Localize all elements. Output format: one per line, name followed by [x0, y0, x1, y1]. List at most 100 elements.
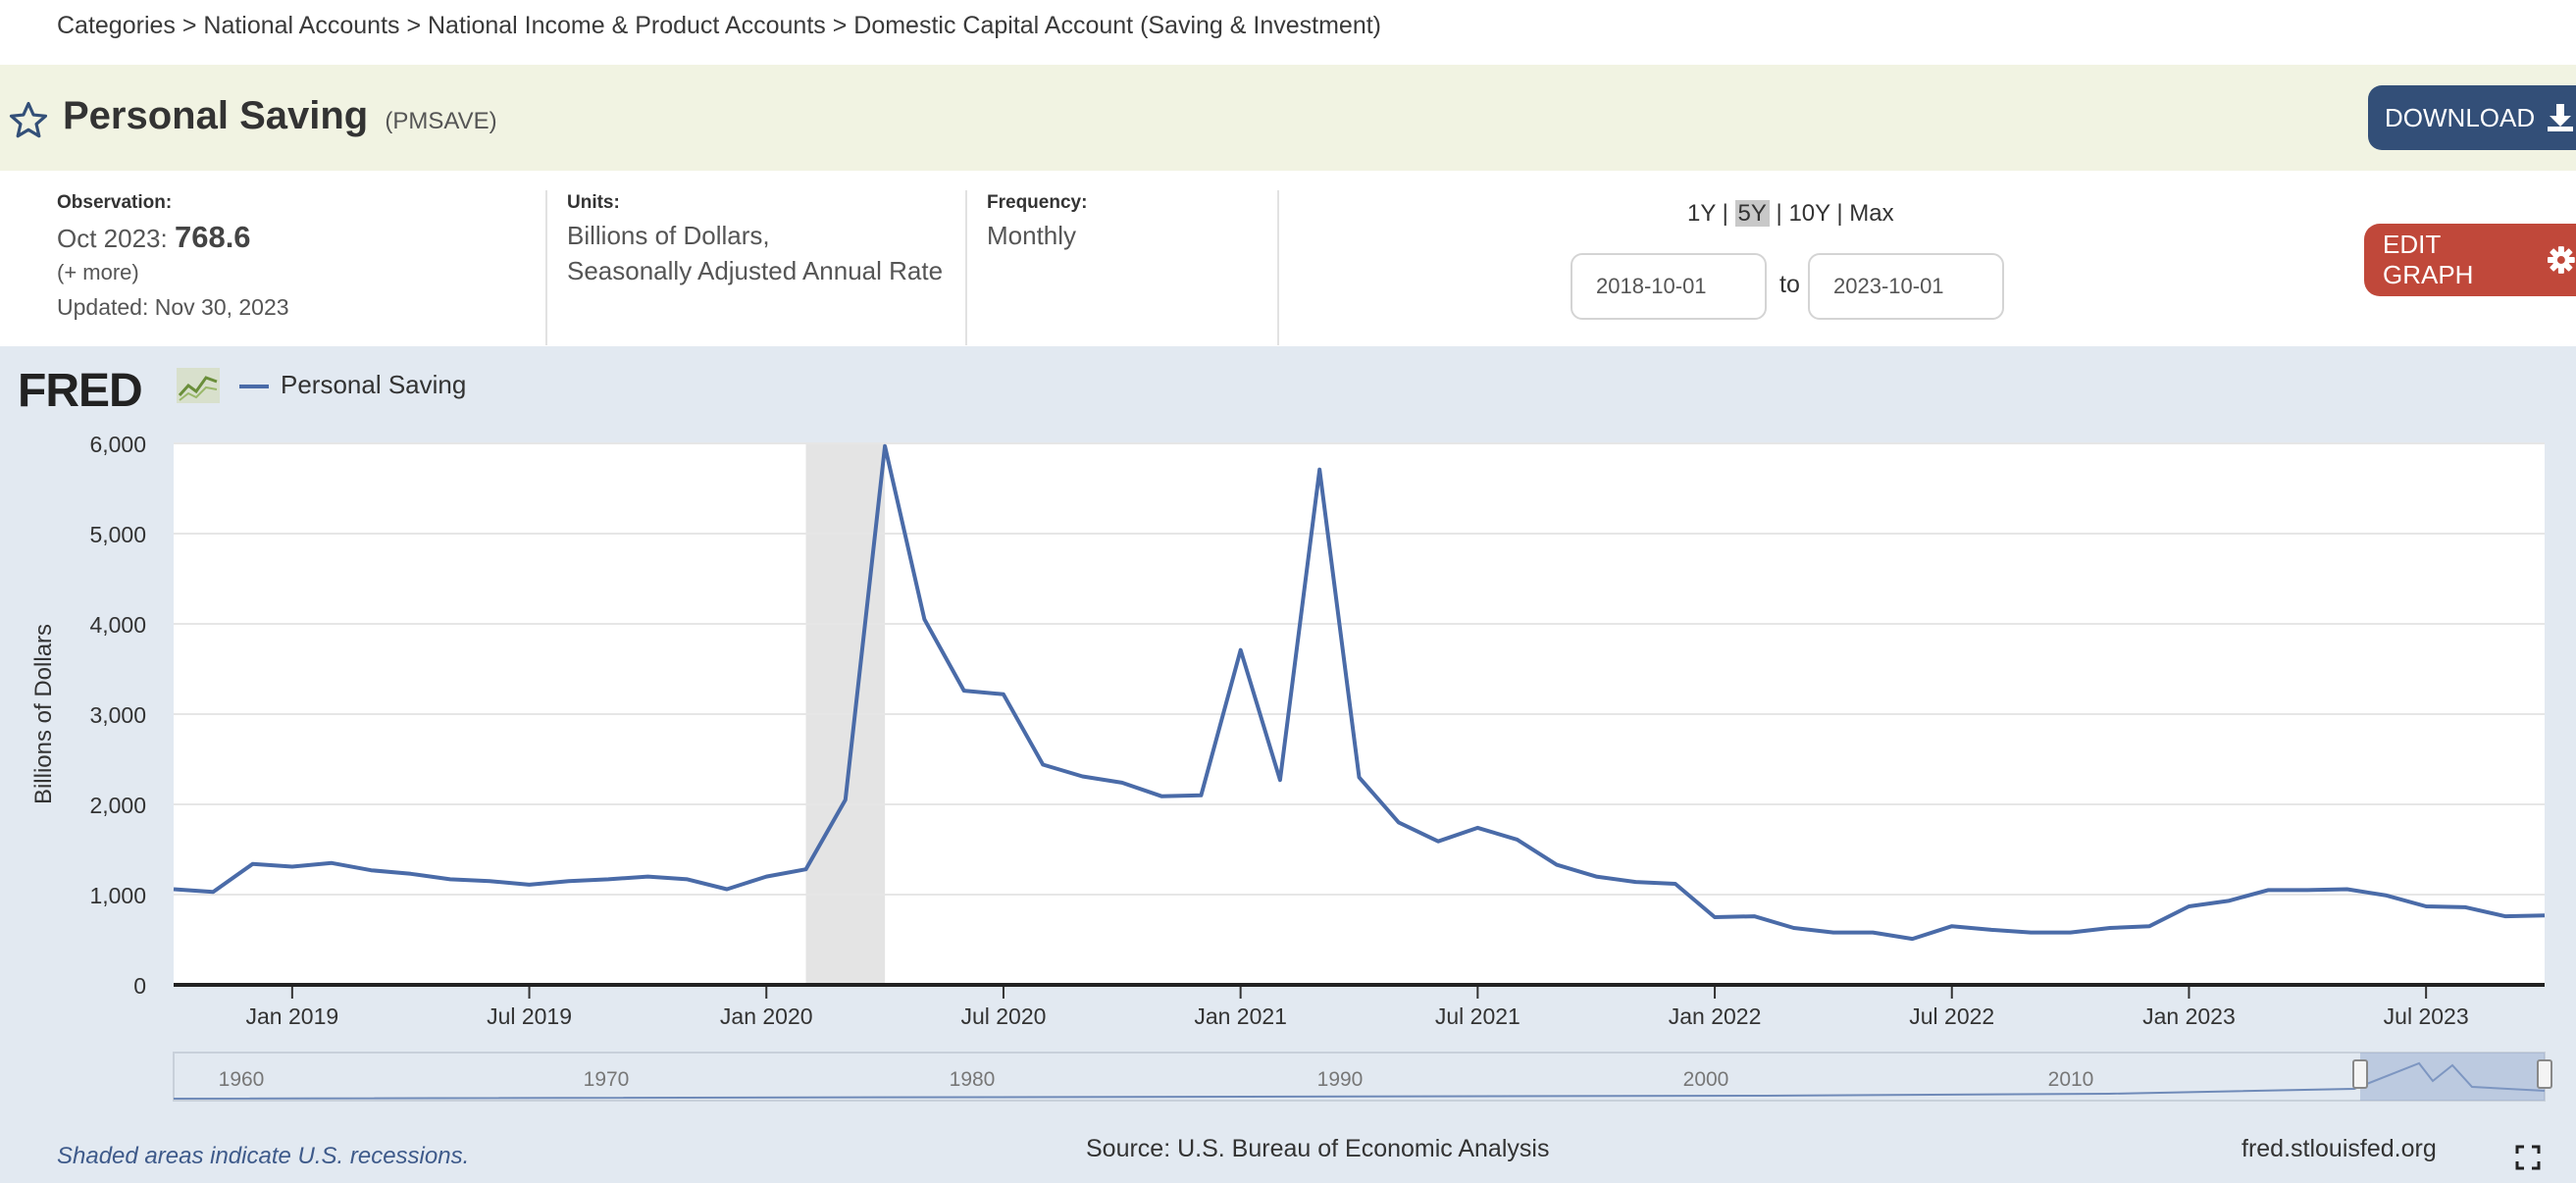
data-point — [644, 874, 650, 880]
x-tick-label: Jan 2023 — [2142, 1003, 2236, 1029]
range-1y[interactable]: 1Y — [1687, 200, 1716, 227]
breadcrumb[interactable]: Categories > National Accounts > Nationa… — [57, 12, 1381, 39]
start-date-input[interactable]: 2018-10-01 — [1571, 253, 1767, 320]
data-point — [1357, 774, 1363, 780]
frequency-value: Monthly — [987, 221, 1077, 250]
series-line-personal-saving — [173, 443, 2546, 942]
data-point — [605, 876, 611, 882]
edit-graph-label: EDIT GRAPH — [2383, 230, 2474, 289]
data-point — [1830, 930, 1836, 936]
data-point — [250, 861, 256, 867]
y-tick-label: 6,000 — [89, 432, 146, 457]
data-point — [1435, 839, 1441, 845]
data-point — [1238, 647, 1244, 653]
data-point — [447, 876, 453, 882]
data-point — [1554, 862, 1560, 868]
data-point — [1316, 467, 1322, 473]
data-point — [566, 878, 572, 884]
data-point — [1515, 837, 1520, 843]
data-point — [2107, 925, 2113, 931]
y-tick-label: 1,000 — [89, 883, 146, 908]
data-point — [1949, 923, 1955, 929]
data-point — [1632, 879, 1638, 885]
data-point — [1712, 914, 1718, 920]
navigator-year-label: 1960 — [219, 1068, 265, 1091]
chart[interactable]: 0 1,000 2,000 3,000 4,000 5,000 6,000 Billions … — [0, 346, 2576, 1131]
data-point — [329, 860, 335, 866]
units-line-1: Billions of Dollars, — [567, 221, 770, 250]
data-point — [289, 863, 295, 869]
x-tick-label: Jul 2023 — [2384, 1003, 2469, 1029]
data-point — [2423, 903, 2429, 909]
data-point — [1909, 936, 1915, 942]
gear-icon — [2548, 246, 2576, 274]
data-point — [210, 889, 216, 895]
data-point — [408, 871, 414, 877]
x-tick-label: Jul 2019 — [487, 1003, 572, 1029]
y-axis-label: Billions of Dollars — [30, 624, 57, 804]
data-point — [1159, 794, 1164, 799]
data-point — [1119, 780, 1125, 786]
data-point — [1673, 881, 1678, 887]
y-tick-label: 3,000 — [89, 702, 146, 728]
graph-area: FRED Personal Saving 0 1,000 2,000 3,000 4,0… — [0, 346, 2576, 1183]
range-5y[interactable]: 5Y — [1734, 200, 1770, 227]
range-separator: | — [1722, 200, 1728, 227]
y-tick-label: 5,000 — [89, 522, 146, 547]
data-point — [1593, 874, 1599, 880]
data-point — [1751, 913, 1757, 919]
navigator-selection — [2360, 1053, 2545, 1101]
range-max[interactable]: Max — [1849, 200, 1894, 227]
frequency-panel: Frequency: Monthly — [967, 190, 1279, 345]
more-link[interactable]: (+ more) — [57, 260, 139, 284]
fred-url-link[interactable]: fred.stlouisfed.org — [2241, 1135, 2437, 1162]
end-date-input[interactable]: 2023-10-01 — [1808, 253, 2004, 320]
data-point — [1870, 930, 1876, 936]
y-tick-label: 4,000 — [89, 612, 146, 638]
data-point — [1198, 793, 1204, 798]
x-tick-label: Jan 2022 — [1669, 1003, 1762, 1029]
observation-value: 768.6 — [174, 220, 251, 254]
data-point — [882, 443, 888, 449]
series-title: Personal Saving — [63, 94, 369, 137]
fred-logo[interactable]: FRED — [18, 365, 143, 417]
data-point — [2068, 930, 2074, 936]
range-separator: | — [1836, 200, 1843, 227]
range-10y[interactable]: 10Y — [1788, 200, 1830, 227]
fullscreen-icon[interactable] — [2515, 1145, 2541, 1170]
data-point — [2542, 912, 2548, 918]
data-point — [1040, 762, 1046, 768]
star-icon[interactable] — [8, 100, 49, 141]
y-tick-label: 0 — [133, 973, 146, 999]
navigator-year-label: 2010 — [2048, 1068, 2094, 1091]
data-point — [803, 866, 809, 872]
data-point — [2462, 904, 2468, 910]
data-point — [1474, 825, 1480, 831]
data-point — [1396, 819, 1402, 825]
recession-note: Shaded areas indicate U.S. recessions. — [57, 1143, 470, 1169]
data-point — [2028, 930, 2034, 936]
data-point — [1277, 777, 1283, 783]
range-separator: | — [1776, 200, 1782, 227]
navigator-series-line — [173, 1061, 2546, 1100]
units-panel: Units: Billions of Dollars, Seasonally A… — [547, 190, 967, 345]
edit-graph-button[interactable]: EDIT GRAPH — [2364, 224, 2576, 296]
download-button[interactable]: DOWNLOAD — [2368, 85, 2576, 150]
chart-logo-icon — [177, 368, 220, 403]
x-tick-label: Jul 2020 — [960, 1003, 1046, 1029]
frequency-label: Frequency: — [987, 192, 1088, 213]
navigator-year-label: 1980 — [950, 1068, 996, 1091]
data-point — [2226, 898, 2232, 903]
x-tick-label: Jan 2021 — [1194, 1003, 1287, 1029]
data-point — [961, 688, 967, 694]
title-band: Personal Saving (PMSAVE) DOWNLOAD — [0, 65, 2576, 171]
data-point — [2502, 913, 2508, 919]
to-label: to — [1779, 271, 1800, 298]
updated-date: Updated: Nov 30, 2023 — [57, 294, 289, 320]
navigator-year-label: 1990 — [1317, 1068, 1364, 1091]
data-point — [1988, 927, 1994, 933]
data-point — [843, 797, 849, 802]
units-line-2: Seasonally Adjusted Annual Rate — [567, 256, 944, 285]
page-title: Personal Saving (PMSAVE) — [63, 94, 497, 138]
observation-panel: Observation: Oct 2023: 768.6 (+ more) Up… — [57, 190, 547, 345]
